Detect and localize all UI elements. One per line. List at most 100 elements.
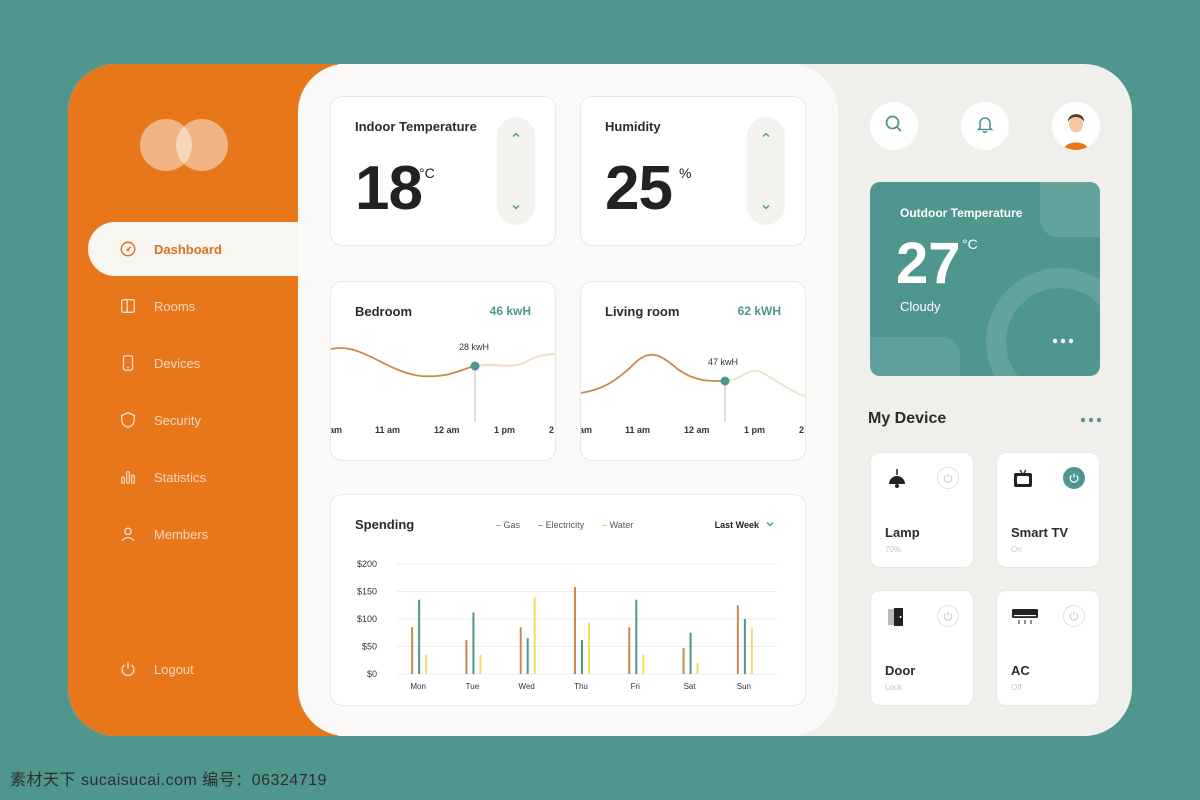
time-axis: am 11 am 12 am 1 pm 2 (581, 425, 805, 439)
x-tick-label: Wed (519, 682, 535, 691)
sidebar-item-security[interactable]: Security (88, 393, 338, 447)
card-title: Humidity (605, 119, 661, 134)
power-toggle[interactable] (937, 467, 959, 489)
power-toggle[interactable] (1063, 605, 1085, 627)
sidebar-item-statistics[interactable]: Statistics (88, 450, 338, 504)
more-options-icon[interactable] (1050, 334, 1076, 348)
avatar-illustration (1052, 102, 1100, 150)
sidebar-item-devices[interactable]: Devices (88, 336, 338, 390)
bar-water-fri (642, 654, 645, 674)
logo (140, 119, 230, 171)
y-tick-label: $50 (362, 642, 377, 652)
bar-water-wed (533, 597, 536, 674)
watermark: 素材天下 sucaisucai.com 编号：06324719 (10, 772, 327, 789)
bar-electricity-sun (743, 619, 746, 674)
legend-item-water: – Water (602, 520, 634, 530)
range-label: Last Week (714, 520, 759, 530)
x-tick-label: Sat (684, 682, 697, 691)
avatar[interactable] (1052, 102, 1100, 150)
power-toggle[interactable] (937, 605, 959, 627)
app-window: Dashboard Rooms Devices Security Statist… (68, 64, 1132, 736)
bar-water-sat (696, 663, 699, 674)
energy-total: 46 kwH (489, 304, 531, 318)
humidity-unit: % (679, 165, 692, 181)
humidity-value: 25 (605, 154, 673, 223)
notifications-button[interactable] (961, 102, 1009, 150)
x-tick-label: Fri (631, 682, 641, 691)
ac-icon (1011, 605, 1039, 629)
weather-condition: Cloudy (900, 299, 941, 314)
chevron-down-icon[interactable] (758, 199, 774, 215)
card-title: Bedroom (355, 304, 413, 319)
y-tick-label: $0 (367, 669, 377, 679)
search-button[interactable] (870, 102, 918, 150)
sidebar-item-label: Rooms (154, 298, 196, 314)
bar-electricity-fri (635, 599, 638, 674)
time-tick: 2 (549, 425, 555, 435)
sidebar-item-rooms[interactable]: Rooms (88, 279, 338, 333)
bar-gas-mon (411, 627, 414, 674)
time-tick: 2 (799, 425, 805, 435)
sidebar-item-label: Devices (154, 355, 201, 371)
device-card-ac[interactable]: AC Off (996, 590, 1100, 706)
time-axis: am 11 am 12 am 1 pm 2 (331, 425, 555, 439)
gauge-icon (118, 239, 138, 259)
bar-gas-wed (519, 627, 522, 674)
device-state: Lock (885, 683, 902, 692)
power-icon (118, 659, 138, 679)
bar-gas-sat (682, 648, 685, 674)
chevron-down-icon[interactable] (508, 199, 524, 215)
chevron-up-icon[interactable] (758, 127, 774, 143)
outdoor-title: Outdoor Temperature (900, 206, 1023, 220)
device-name: Lamp (885, 525, 920, 540)
time-tick: 11 am (375, 425, 401, 435)
sidebar-item-label: Security (154, 412, 201, 428)
humidity-card: Humidity 25 % (580, 96, 806, 246)
device-name: Door (885, 663, 916, 678)
usage-marker-label: 47 kwH (708, 357, 738, 367)
door-icon (885, 605, 909, 629)
lamp-icon (885, 467, 909, 491)
bar-water-tue (479, 654, 482, 674)
device-name: Smart TV (1011, 525, 1069, 540)
my-device-title: My Device (868, 410, 947, 427)
bar-water-mon (425, 654, 428, 674)
time-tick: 1 pm (744, 425, 766, 435)
temperature-unit: °C (419, 165, 435, 181)
bar-gas-fri (628, 627, 631, 674)
user-icon (118, 524, 138, 544)
x-tick-label: Mon (410, 682, 426, 691)
bedroom-usage-wave: 28 kwH (331, 342, 555, 422)
chevron-up-icon[interactable] (508, 127, 524, 143)
main-panel: Indoor Temperature 18 °C Humidity 25 % (298, 64, 838, 736)
sidebar-item-members[interactable]: Members (88, 507, 338, 561)
time-tick: 12 am (434, 425, 460, 435)
legend-item-gas: – Gas (496, 520, 521, 530)
power-toggle[interactable] (1063, 467, 1085, 489)
bar-gas-tue (465, 639, 468, 674)
bar-water-sun (750, 627, 753, 674)
bar-electricity-sat (689, 632, 692, 674)
more-options-icon[interactable] (1078, 413, 1104, 427)
living-room-energy-card: Living room 62 kWH 47 kwH am 11 am 12 am… (580, 281, 806, 461)
card-decoration (870, 182, 1100, 376)
temperature-stepper (497, 117, 535, 225)
device-card-door[interactable]: Door Lock (870, 590, 974, 706)
phone-icon (118, 353, 138, 373)
device-card-smart-tv[interactable]: Smart TV On (996, 452, 1100, 568)
sidebar-item-label: Statistics (154, 469, 207, 485)
sidebar-item-label: Dashboard (154, 241, 222, 257)
range-dropdown[interactable]: Last Week (715, 519, 775, 531)
logout-button[interactable]: Logout (88, 642, 338, 696)
spending-card: Spending – Gas – Electricity – Water Las… (330, 494, 806, 706)
bar-electricity-thu (581, 639, 583, 674)
outdoor-temperature-unit: °C (962, 236, 978, 252)
device-card-lamp[interactable]: Lamp 70% (870, 452, 974, 568)
time-tick: am (580, 425, 593, 435)
sidebar (68, 64, 338, 736)
sidebar-item-label: Members (154, 526, 209, 542)
bell-icon (975, 114, 995, 139)
logout-label: Logout (154, 661, 194, 677)
legend-item-electricity: – Electricity (538, 520, 585, 530)
card-title: Living room (605, 304, 680, 319)
